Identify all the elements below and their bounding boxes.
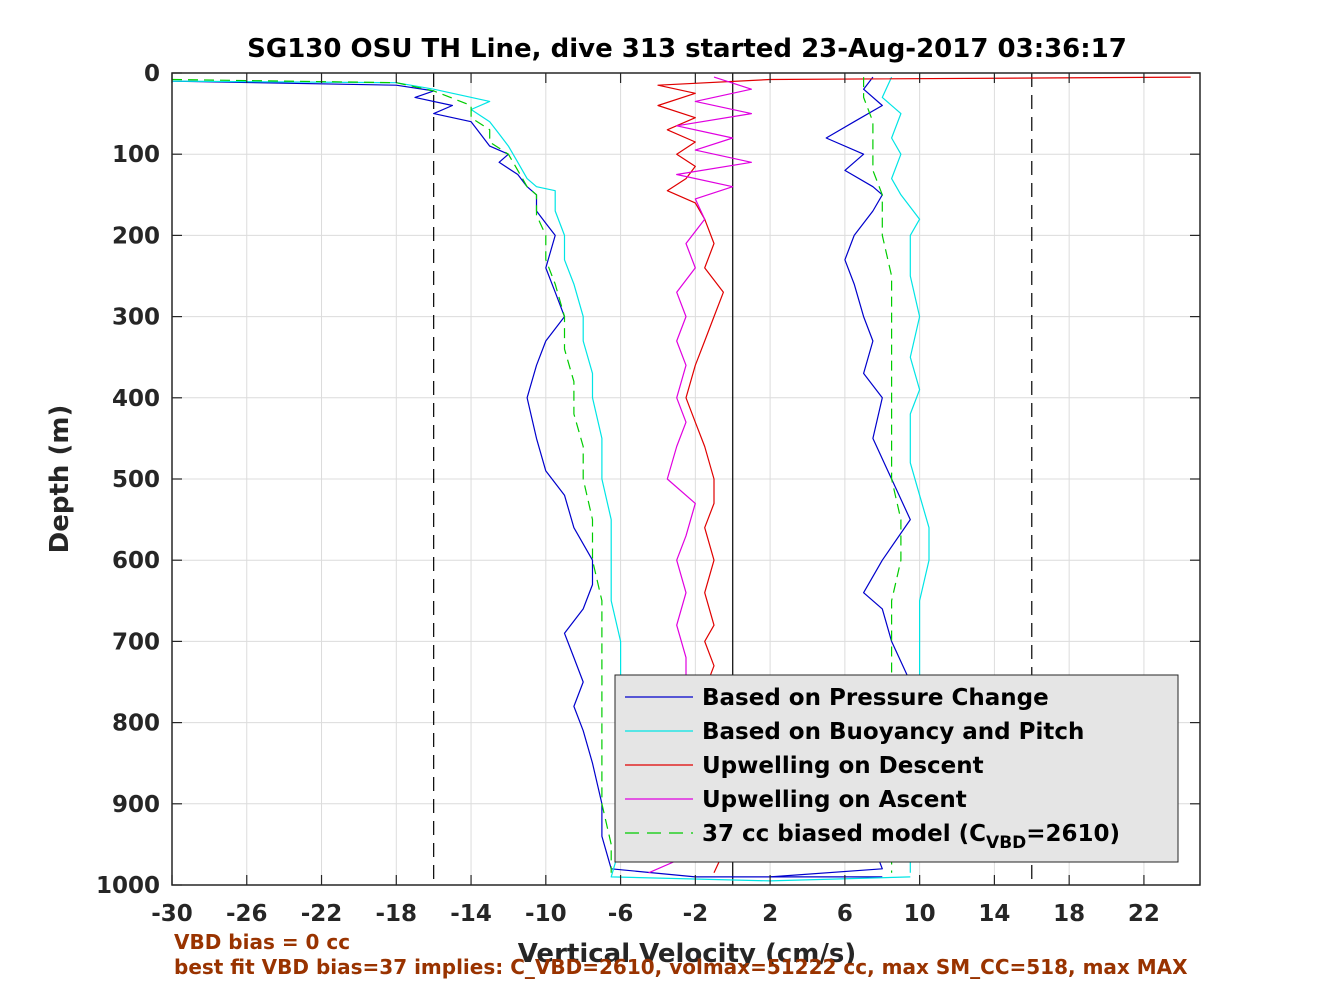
chart-title: SG130 OSU TH Line, dive 313 started 23-A… bbox=[247, 34, 1127, 64]
series-line-pressure bbox=[172, 80, 883, 878]
legend-box bbox=[614, 674, 1179, 863]
x-tick-label: -26 bbox=[226, 901, 268, 927]
series-line-model bbox=[172, 78, 612, 873]
y-tick-label: 500 bbox=[112, 467, 160, 493]
x-tick-label: 18 bbox=[1053, 901, 1085, 927]
x-tick-label: -30 bbox=[151, 901, 193, 927]
x-tick-label: -14 bbox=[450, 901, 492, 927]
x-tick-label: 6 bbox=[837, 901, 853, 927]
footnote-vbd-bias: VBD bias = 0 cc bbox=[174, 930, 351, 954]
x-tick-label: -2 bbox=[683, 901, 709, 927]
x-tick-label: 14 bbox=[978, 901, 1010, 927]
legend-label-descent: Upwelling on Descent bbox=[702, 753, 984, 779]
x-tick-label: -22 bbox=[301, 901, 343, 927]
legend-label-pressure: Based on Pressure Change bbox=[702, 685, 1049, 711]
y-tick-label: 200 bbox=[112, 223, 160, 249]
y-tick-label: 800 bbox=[112, 711, 160, 737]
legend-label-ascent: Upwelling on Ascent bbox=[702, 787, 967, 813]
x-axis-title: Vertical Velocity (cm/s) bbox=[518, 939, 857, 969]
y-tick-label: 600 bbox=[112, 548, 160, 574]
x-tick-label: 2 bbox=[762, 901, 778, 927]
y-tick-label: 300 bbox=[112, 305, 160, 331]
y-tick-label: 100 bbox=[112, 142, 160, 168]
x-tick-label: -18 bbox=[376, 901, 418, 927]
y-tick-label: 900 bbox=[112, 792, 160, 818]
footnote-best-fit: best fit VBD bias=37 implies: C_VBD=2610… bbox=[174, 955, 1188, 979]
y-axis-title: Depth (m) bbox=[45, 405, 75, 554]
legend-label-buoyancy: Based on Buoyancy and Pitch bbox=[702, 719, 1084, 745]
x-tick-label: 22 bbox=[1128, 901, 1160, 927]
x-tick-label: 10 bbox=[904, 901, 936, 927]
y-tick-label: 1000 bbox=[96, 873, 160, 899]
axis-ticks: -30 -26 -22 -18 -14 -10 -6 -2 2 6 10 14 18 2201002003… bbox=[96, 61, 1200, 927]
y-tick-label: 400 bbox=[112, 386, 160, 412]
y-tick-label: 0 bbox=[144, 61, 160, 87]
y-tick-label: 700 bbox=[112, 629, 160, 655]
legend: Based on Pressure Change Based on Buoyanc… bbox=[614, 674, 1179, 863]
x-tick-label: -6 bbox=[608, 901, 634, 927]
x-tick-label: -10 bbox=[525, 901, 567, 927]
